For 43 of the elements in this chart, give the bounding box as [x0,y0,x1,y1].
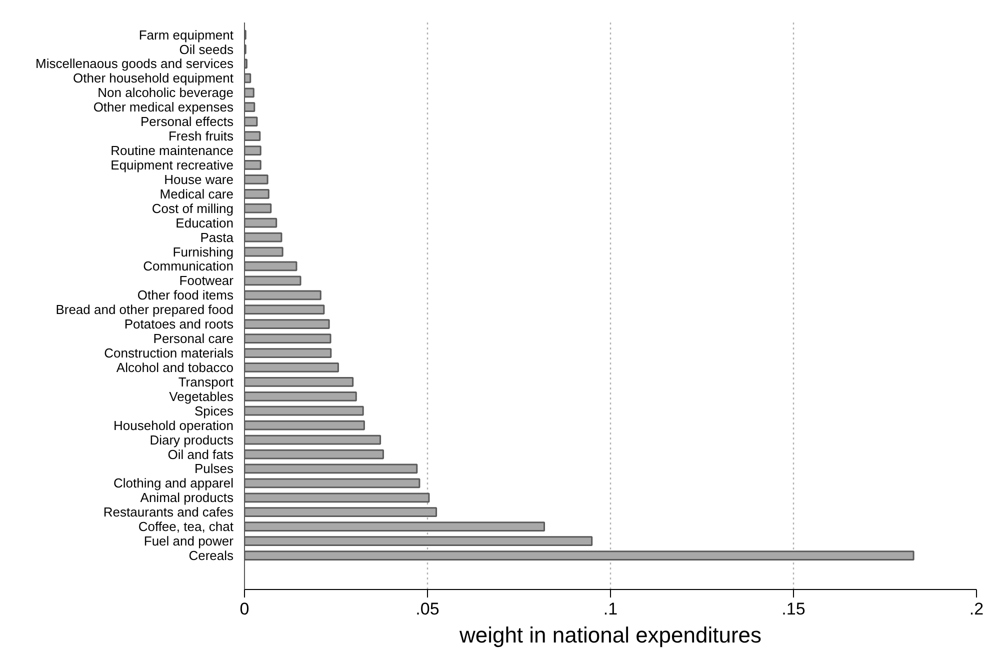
y-tick-label: Routine maintenance [110,143,234,158]
y-tick-label: Other medical expenses [93,100,234,115]
x-tick-label: .2 [969,600,984,618]
y-tick-label: Personal effects [140,114,234,130]
y-tick-label: Equipment recreative [110,157,234,172]
x-tick-label: .15 [782,600,806,618]
y-tick-label: Cereals [188,548,234,564]
y-tick-label: Household operation [114,418,234,433]
y-tick-label: Spices [194,403,234,418]
y-tick-label: Farm equipment [138,27,234,42]
y-tick-label: Animal products [140,490,234,506]
y-tick-label: Vegetables [169,388,234,404]
y-tick-label: Other food items [137,288,234,303]
y-tick-label: Fuel and power [144,534,234,549]
y-tick-label: House ware [164,172,234,187]
y-tick-label: Oil seeds [179,42,234,57]
y-tick-label: Transport [178,374,234,390]
y-tick-label: Restaurants and cafes [103,504,234,520]
y-tick-label: Communication [143,258,234,274]
y-tick-label: Personal care [153,331,234,346]
y-tick-label: Footwear [179,273,234,288]
y-tick-label: Fresh fruits [168,128,234,144]
y-tick-label: Cost of milling [152,200,234,216]
y-tick-label: Construction materials [104,346,234,361]
y-tick-label: Pasta [200,230,234,245]
y-tick-label: Other household equipment [73,70,234,86]
x-axis-title: weight in national expenditures [458,622,762,648]
y-tick-label: Potatoes and roots [124,316,234,332]
y-tick-label: Education [176,215,234,230]
y-tick-label: Pulses [194,461,234,476]
x-tick-label: 0 [240,600,250,618]
y-tick-label: Oil and fats [168,446,234,462]
y-tick-label: Bread and other prepared food [56,302,234,318]
y-tick-label: Clothing and apparel [114,476,234,491]
y-tick-label: Miscellenaous goods and services [36,56,234,72]
x-tick-label: .1 [603,600,618,618]
y-tick-label: Furnishing [172,244,234,260]
y-tick-label: Medical care [160,186,234,202]
x-tick-label: .05 [416,600,440,618]
y-tick-label: Diary products [150,432,234,448]
y-tick-label: Alcohol and tobacco [116,360,234,375]
y-tick-label: Non alcoholic beverage [98,85,234,100]
y-tick-label: Coffee, tea, chat [138,519,234,534]
